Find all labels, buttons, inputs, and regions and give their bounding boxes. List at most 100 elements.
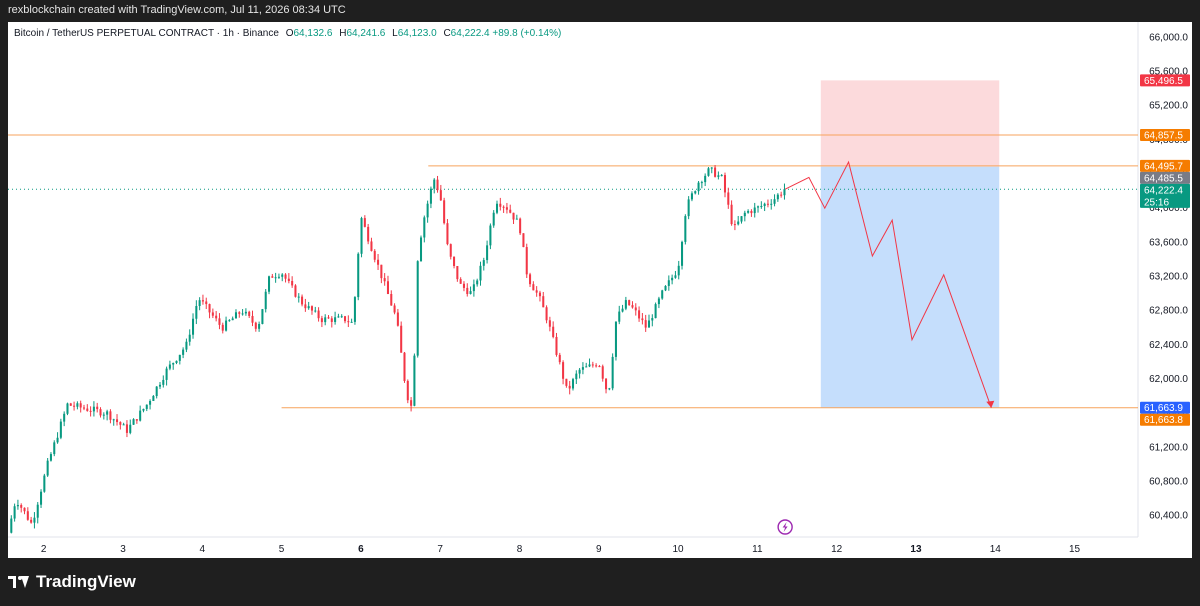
candle-body[interactable]	[628, 300, 631, 306]
candle-body[interactable]	[674, 275, 677, 278]
price-axis[interactable]	[1138, 22, 1192, 558]
candle-body[interactable]	[56, 437, 59, 443]
candle-body[interactable]	[79, 403, 82, 408]
candle-body[interactable]	[687, 199, 690, 217]
candle-body[interactable]	[30, 519, 33, 523]
candle-body[interactable]	[416, 261, 419, 356]
candle-body[interactable]	[264, 291, 267, 310]
candle-body[interactable]	[456, 265, 459, 280]
candle-body[interactable]	[525, 247, 528, 275]
candle-body[interactable]	[529, 274, 532, 285]
candle-body[interactable]	[707, 168, 710, 176]
candle-body[interactable]	[651, 318, 654, 321]
candle-body[interactable]	[581, 367, 584, 370]
candle-body[interactable]	[165, 368, 168, 380]
candle-body[interactable]	[357, 253, 360, 298]
candle-body[interactable]	[757, 206, 760, 208]
candle-body[interactable]	[241, 313, 244, 315]
candle-body[interactable]	[195, 306, 198, 319]
candle-body[interactable]	[469, 291, 472, 294]
candle-body[interactable]	[654, 304, 657, 319]
candle-body[interactable]	[439, 190, 442, 201]
candle-body[interactable]	[459, 279, 462, 284]
candle-body[interactable]	[92, 406, 95, 412]
candle-body[interactable]	[486, 245, 489, 261]
candle-body[interactable]	[733, 224, 736, 226]
candle-body[interactable]	[737, 221, 740, 225]
candle-body[interactable]	[641, 318, 644, 321]
candle-body[interactable]	[492, 212, 495, 226]
candle-body[interactable]	[178, 354, 181, 361]
candle-body[interactable]	[766, 203, 769, 205]
candle-body[interactable]	[598, 366, 601, 368]
candle-body[interactable]	[595, 365, 598, 367]
candle-body[interactable]	[433, 179, 436, 189]
candle-body[interactable]	[254, 322, 257, 329]
candle-body[interactable]	[624, 300, 627, 309]
candle-body[interactable]	[423, 217, 426, 238]
candle-body[interactable]	[89, 410, 92, 412]
candle-body[interactable]	[16, 505, 19, 507]
candle-body[interactable]	[565, 378, 568, 386]
candle-body[interactable]	[377, 259, 380, 265]
candle-body[interactable]	[119, 422, 122, 425]
candle-body[interactable]	[413, 355, 416, 406]
candle-body[interactable]	[780, 194, 783, 196]
candle-body[interactable]	[208, 304, 211, 313]
candle-body[interactable]	[601, 366, 604, 379]
candle-body[interactable]	[436, 179, 439, 191]
candle-body[interactable]	[116, 419, 119, 423]
candle-body[interactable]	[535, 290, 538, 293]
candle-body[interactable]	[575, 373, 578, 380]
candle-body[interactable]	[634, 307, 637, 311]
candle-body[interactable]	[532, 284, 535, 291]
candle-body[interactable]	[149, 400, 152, 405]
candle-body[interactable]	[390, 294, 393, 306]
candle-body[interactable]	[400, 325, 403, 353]
candle-body[interactable]	[747, 210, 750, 213]
candle-body[interactable]	[320, 318, 323, 323]
candle-body[interactable]	[218, 318, 221, 325]
candle-body[interactable]	[96, 406, 99, 410]
candle-body[interactable]	[667, 280, 670, 286]
candle-body[interactable]	[499, 203, 502, 207]
candle-body[interactable]	[515, 218, 518, 220]
candle-body[interactable]	[585, 366, 588, 368]
candle-body[interactable]	[168, 364, 171, 369]
price-tag[interactable]	[1140, 183, 1190, 208]
candle-body[interactable]	[542, 296, 545, 308]
candle-body[interactable]	[727, 192, 730, 205]
candle-body[interactable]	[10, 518, 13, 533]
candle-body[interactable]	[538, 292, 541, 297]
candle-body[interactable]	[297, 296, 300, 298]
candle-body[interactable]	[162, 379, 165, 385]
candle-body[interactable]	[720, 175, 723, 177]
candle-body[interactable]	[489, 225, 492, 246]
candle-body[interactable]	[697, 182, 700, 192]
candle-body[interactable]	[783, 189, 786, 196]
candle-body[interactable]	[40, 491, 43, 505]
candle-body[interactable]	[82, 407, 86, 409]
candle-body[interactable]	[723, 175, 727, 193]
candle-body[interactable]	[294, 285, 297, 297]
candle-body[interactable]	[591, 364, 594, 366]
candle-body[interactable]	[677, 265, 680, 276]
candle-body[interactable]	[704, 175, 707, 183]
candle-body[interactable]	[201, 300, 204, 302]
candle-body[interactable]	[46, 460, 49, 476]
candle-body[interactable]	[522, 233, 525, 248]
candle-body[interactable]	[360, 218, 363, 254]
candle-body[interactable]	[20, 505, 23, 508]
stop-loss-zone[interactable]	[820, 80, 1000, 167]
candle-body[interactable]	[555, 336, 558, 355]
candle-body[interactable]	[63, 413, 66, 422]
candle-body[interactable]	[73, 405, 76, 407]
candle-body[interactable]	[261, 309, 264, 324]
candle-body[interactable]	[614, 321, 617, 357]
price-tag[interactable]	[1140, 413, 1190, 426]
candle-body[interactable]	[188, 334, 191, 342]
candle-body[interactable]	[215, 315, 218, 319]
candle-body[interactable]	[776, 194, 779, 200]
candle-body[interactable]	[647, 320, 651, 328]
candle-body[interactable]	[495, 203, 499, 213]
